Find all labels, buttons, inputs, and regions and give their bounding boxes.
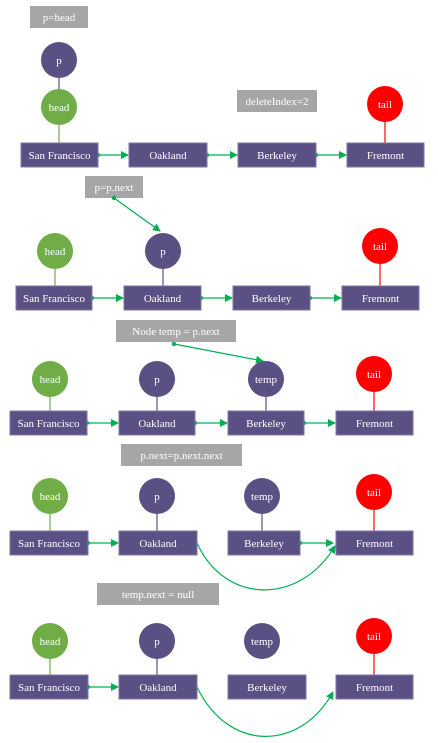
list-node-san-francisco (9, 410, 88, 436)
list-node-fremont (335, 410, 414, 436)
code-label-box (85, 176, 143, 198)
code-label: Node temp = p.next (132, 326, 219, 338)
node-label: San Francisco (18, 682, 81, 694)
temp-pointer-label: temp (251, 636, 273, 648)
node-label: Berkeley (247, 682, 287, 694)
p-pointer-label: p (154, 374, 160, 386)
list-node-oakland (128, 142, 208, 168)
p-pointer-circle (139, 623, 175, 659)
head-pointer-label: head (40, 374, 61, 386)
stage-2: p=p.next head p tail San Francisco Oakla… (15, 176, 420, 311)
p-pointer-label: p (56, 55, 62, 67)
stage-4: p.next=p.next.next head p temp tail San … (9, 444, 414, 591)
tail-pointer-label: tail (378, 99, 392, 111)
node-label: Berkeley (244, 538, 284, 550)
head-pointer-label: head (40, 491, 61, 503)
code-label: temp.next = null (122, 589, 195, 601)
list-node-san-francisco (9, 674, 89, 700)
list-node-berkeley (227, 674, 307, 700)
node-label: Fremont (356, 538, 393, 550)
list-node-fremont (346, 142, 425, 168)
head-pointer-circle (32, 478, 68, 514)
temp-pointer-label: temp (251, 491, 273, 503)
list-node-fremont (341, 285, 420, 311)
p-pointer-circle (41, 42, 77, 78)
list-node-fremont (335, 674, 414, 700)
code-label: p=head (43, 12, 76, 24)
stage-5: temp.next = null head p temp tail San Fr… (9, 583, 414, 737)
node-label: Oakland (149, 150, 187, 162)
head-pointer-circle (37, 233, 73, 269)
p-pointer-circle (145, 233, 181, 269)
node-label: Berkeley (246, 418, 286, 430)
list-node-berkeley (237, 142, 317, 168)
temp-pointer-label: temp (255, 374, 277, 386)
p-pointer-circle (139, 361, 175, 397)
list-node-oakland (118, 530, 198, 556)
code-label-box (121, 444, 242, 466)
node-label: Oakland (138, 418, 176, 430)
node-label: San Francisco (23, 293, 86, 305)
temp-pointer-circle (244, 478, 280, 514)
node-label: Oakland (139, 682, 177, 694)
node-label: San Francisco (28, 150, 91, 162)
delete-index-label: deleteIndex=2 (245, 96, 308, 108)
tail-pointer-circle (356, 618, 392, 654)
tail-pointer-label: tail (373, 241, 387, 253)
node-label: San Francisco (17, 418, 80, 430)
head-pointer-label: head (45, 246, 66, 258)
tail-pointer-circle (356, 474, 392, 510)
node-label: Fremont (356, 418, 393, 430)
p-pointer-circle (139, 478, 175, 514)
code-label-box (237, 90, 317, 112)
p-pointer-label: p (154, 636, 160, 648)
list-node-berkeley (232, 285, 311, 311)
node-label: Berkeley (257, 150, 297, 162)
node-label: Fremont (362, 293, 399, 305)
head-pointer-circle (41, 89, 77, 125)
list-node-berkeley (227, 530, 301, 556)
list-node-berkeley (227, 410, 305, 436)
list-node-san-francisco (20, 142, 99, 168)
list-node-fremont (335, 530, 414, 556)
head-pointer-label: head (49, 102, 70, 114)
node-label: Fremont (367, 150, 404, 162)
head-pointer-label: head (40, 636, 61, 648)
node-label: Fremont (356, 682, 393, 694)
code-label: p=p.next (95, 182, 134, 194)
tail-pointer-label: tail (367, 369, 381, 381)
tail-pointer-circle (367, 86, 403, 122)
list-node-oakland (118, 410, 196, 436)
code-label: p.next=p.next.next (140, 450, 222, 462)
tail-pointer-label: tail (367, 487, 381, 499)
head-pointer-circle (32, 361, 68, 397)
node-label: Oakland (144, 293, 182, 305)
p-pointer-label: p (154, 491, 160, 503)
list-node-san-francisco (9, 530, 89, 556)
node-label: Oakland (139, 538, 177, 550)
tail-pointer-circle (362, 228, 398, 264)
node-label: Berkeley (252, 293, 292, 305)
code-label-box (97, 583, 219, 605)
temp-pointer-circle (248, 361, 284, 397)
stage-1: p=head deleteIndex=2 p head tail San Fra… (20, 6, 425, 168)
temp-pointer-circle (244, 623, 280, 659)
tail-pointer-circle (356, 356, 392, 392)
head-pointer-circle (32, 623, 68, 659)
list-node-oakland (118, 674, 198, 700)
stage-3: Node temp = p.next head p temp tail San … (9, 320, 414, 436)
p-pointer-label: p (160, 246, 166, 258)
node-label: San Francisco (18, 538, 81, 550)
tail-pointer-label: tail (367, 631, 381, 643)
code-label-box (30, 6, 88, 28)
list-node-san-francisco (15, 285, 93, 311)
list-node-oakland (123, 285, 202, 311)
code-label-box (116, 320, 236, 342)
